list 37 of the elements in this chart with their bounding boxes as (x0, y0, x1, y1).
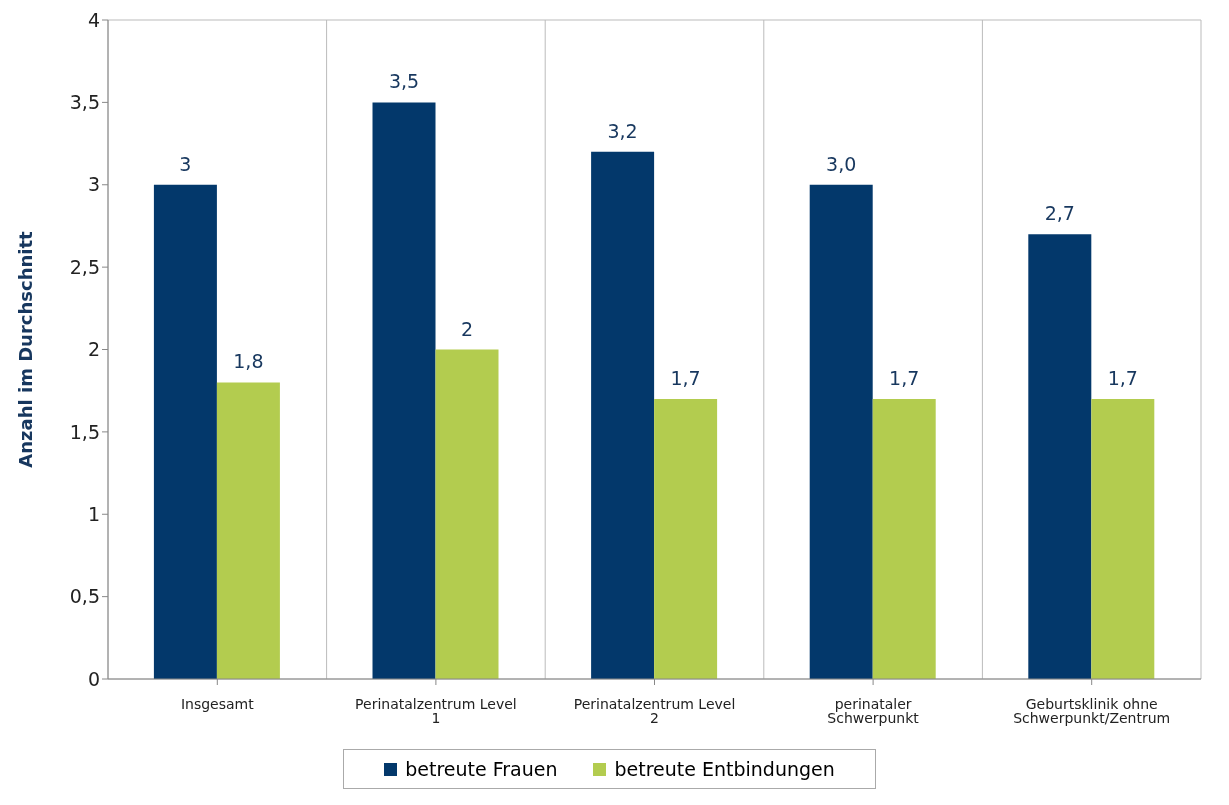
y-tick-label: 0,5 (69, 585, 100, 608)
bar (153, 184, 217, 679)
y-tick-label: 3,5 (69, 91, 100, 114)
legend-label: betreute Entbindungen (613, 758, 835, 780)
data-label: 1,7 (889, 366, 920, 389)
x-tick-label: Insgesamt (180, 695, 255, 712)
bar (809, 184, 873, 679)
y-tick-label: 1 (87, 502, 100, 525)
bar (1091, 398, 1155, 679)
y-tick-label: 1,5 (69, 420, 100, 443)
y-tick-label: 3 (87, 173, 100, 196)
y-tick-label: 4 (87, 8, 100, 31)
bar (872, 398, 936, 679)
x-tick-label: perinataler Schwerpunkt (827, 695, 920, 726)
data-label: 3 (179, 152, 192, 175)
bar (435, 349, 499, 679)
bar (216, 382, 280, 679)
y-tick-label: 0 (87, 667, 100, 690)
x-tick-label: Perinatalzentrum Level 1 (355, 695, 517, 726)
y-tick-label: 2,5 (69, 255, 100, 278)
x-tick-label: Perinatalzentrum Level 2 (573, 695, 736, 726)
y-tick-label: 2 (87, 338, 100, 361)
data-label: 2,7 (1044, 202, 1075, 225)
bar (1028, 234, 1092, 679)
data-label: 3,2 (607, 119, 638, 142)
data-label: 3,0 (826, 152, 857, 175)
legend-label: betreute Frauen (404, 758, 558, 780)
bar (372, 102, 436, 679)
bar (654, 398, 718, 679)
data-label: 2 (460, 317, 474, 340)
data-label: 3,5 (388, 70, 420, 93)
data-label: 1,8 (233, 350, 264, 373)
data-label: 1,7 (1107, 366, 1138, 389)
x-tick-label: Geburtsklinik ohne Schwerpunkt/Zentrum (1013, 695, 1171, 726)
bar (591, 151, 655, 679)
data-label: 1,7 (670, 366, 701, 389)
y-axis-title: Anzahl im Durchschnitt (15, 230, 37, 468)
